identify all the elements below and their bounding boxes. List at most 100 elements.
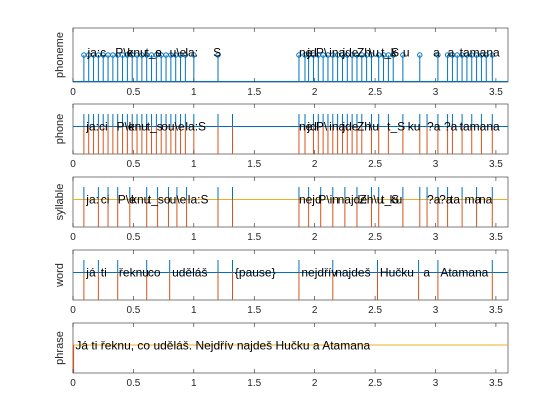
x-tick-label: 2.5 bbox=[368, 378, 382, 389]
segment-label: Hučku bbox=[380, 266, 414, 280]
x-tick-label: 1 bbox=[191, 305, 197, 316]
segment-label: a bbox=[423, 266, 430, 280]
subplot-phrase: Já ti řeknu, co uděláš. Nejdřív najdeš H… bbox=[54, 322, 509, 389]
stem-marker bbox=[368, 52, 375, 58]
segment-label: t_s bbox=[147, 120, 163, 134]
x-tick-label: 3 bbox=[433, 378, 439, 389]
segment-label: Zh bbox=[357, 120, 371, 134]
x-tick-label: 1.5 bbox=[247, 378, 261, 389]
y-axis-label: phoneme bbox=[54, 32, 66, 78]
x-tick-label: 1.5 bbox=[247, 232, 261, 243]
x-tick-label: 3.5 bbox=[489, 232, 503, 243]
segment-label: jd bbox=[306, 120, 316, 134]
x-tick-label: 2 bbox=[312, 87, 318, 98]
x-tick-label: 0.5 bbox=[126, 159, 140, 170]
x-tick-label: 1 bbox=[191, 87, 197, 98]
x-tick-label: 3 bbox=[433, 232, 439, 243]
segment-label: a bbox=[448, 45, 455, 59]
x-tick-label: 2.5 bbox=[368, 159, 382, 170]
segment-label: ja: bbox=[85, 193, 99, 207]
x-tick-label: 1 bbox=[191, 159, 197, 170]
segment-label: jde bbox=[341, 45, 358, 59]
axes-box bbox=[72, 249, 509, 301]
segment-label: ma bbox=[465, 193, 482, 207]
x-tick-label: 3 bbox=[433, 305, 439, 316]
segment-label: najde bbox=[338, 193, 368, 207]
segment-label: u bbox=[403, 45, 410, 59]
segment-label: knu bbox=[127, 45, 146, 59]
segment-label: ne bbox=[299, 120, 313, 134]
x-tick-label: 1 bbox=[191, 232, 197, 243]
stem-marker bbox=[302, 52, 308, 58]
y-axis-label: syllable bbox=[54, 184, 66, 221]
segment-label: knu bbox=[131, 193, 150, 207]
segment-label: co bbox=[148, 266, 161, 280]
x-tick-label: 2.5 bbox=[368, 232, 382, 243]
x-tick-label: 0 bbox=[70, 305, 76, 316]
segment-label: \u bbox=[369, 120, 379, 134]
x-tick-label: 2 bbox=[312, 159, 318, 170]
segment-label: ku bbox=[390, 193, 403, 207]
stem-marker bbox=[400, 52, 406, 58]
x-tick-label: 0 bbox=[70, 87, 76, 98]
stem-marker bbox=[417, 52, 423, 58]
segment-label: tamana bbox=[460, 120, 500, 134]
segment-label: ci bbox=[101, 193, 110, 207]
x-tick-label: 2 bbox=[312, 232, 318, 243]
x-tick-label: 0.5 bbox=[126, 305, 140, 316]
segment-label: já bbox=[85, 266, 96, 280]
x-tick-label: 2 bbox=[312, 378, 318, 389]
segment-label: o bbox=[155, 45, 162, 59]
segment-label: Atamana bbox=[440, 266, 488, 280]
segment-label: jd bbox=[306, 45, 316, 59]
segment-label: najdeš bbox=[335, 266, 370, 280]
x-tick-label: 3.5 bbox=[489, 87, 503, 98]
segment-label: k bbox=[391, 45, 398, 59]
segment-label: u\e bbox=[170, 193, 187, 207]
segment-label: t_S bbox=[381, 193, 399, 207]
axes-box bbox=[72, 322, 509, 374]
segment-label: ou\e bbox=[161, 120, 185, 134]
x-tick-label: 1.5 bbox=[247, 305, 261, 316]
segment-label: jde bbox=[341, 120, 358, 134]
x-tick-label: 0 bbox=[70, 378, 76, 389]
x-tick-label: 3.5 bbox=[489, 378, 503, 389]
stem-marker bbox=[182, 52, 189, 58]
x-tick-label: 3.5 bbox=[489, 305, 503, 316]
segment-label: P\e bbox=[115, 45, 133, 59]
axes-box bbox=[72, 176, 509, 228]
segment-label: ja:ci bbox=[85, 120, 107, 134]
segment-label: {pause} bbox=[235, 266, 276, 280]
stem-marker bbox=[489, 52, 495, 58]
segment-label: P\ bbox=[316, 45, 328, 59]
stem-marker bbox=[483, 52, 489, 58]
y-axis-label: phrase bbox=[54, 331, 66, 365]
segment-label: la:S bbox=[185, 120, 206, 134]
segment-label: S bbox=[213, 45, 221, 59]
x-tick-label: 0 bbox=[70, 232, 76, 243]
segment-label: t_S bbox=[387, 120, 405, 134]
x-tick-label: 3 bbox=[433, 159, 439, 170]
segment-label: ta bbox=[450, 193, 460, 207]
x-tick-label: 1.5 bbox=[247, 87, 261, 98]
segment-label: ?a bbox=[439, 193, 453, 207]
segment-label: ?a bbox=[444, 120, 458, 134]
segment-label: P\ bbox=[316, 120, 328, 134]
segment-label: t_so bbox=[148, 193, 171, 207]
segment-label: ?a bbox=[427, 120, 441, 134]
segment-label: ti bbox=[101, 266, 107, 280]
segment-label: \u bbox=[369, 45, 379, 59]
x-tick-label: 2.5 bbox=[368, 87, 382, 98]
segment-label: knu bbox=[129, 120, 148, 134]
segment-label: ?a bbox=[427, 193, 441, 207]
x-tick-label: 0.5 bbox=[126, 378, 140, 389]
x-tick-label: 2 bbox=[312, 305, 318, 316]
x-tick-label: 0.5 bbox=[126, 87, 140, 98]
y-axis-label: phone bbox=[54, 114, 66, 145]
segment-label: tamana bbox=[460, 45, 500, 59]
segment-label: uděláš bbox=[172, 266, 207, 280]
segment-label: ne bbox=[299, 45, 313, 59]
